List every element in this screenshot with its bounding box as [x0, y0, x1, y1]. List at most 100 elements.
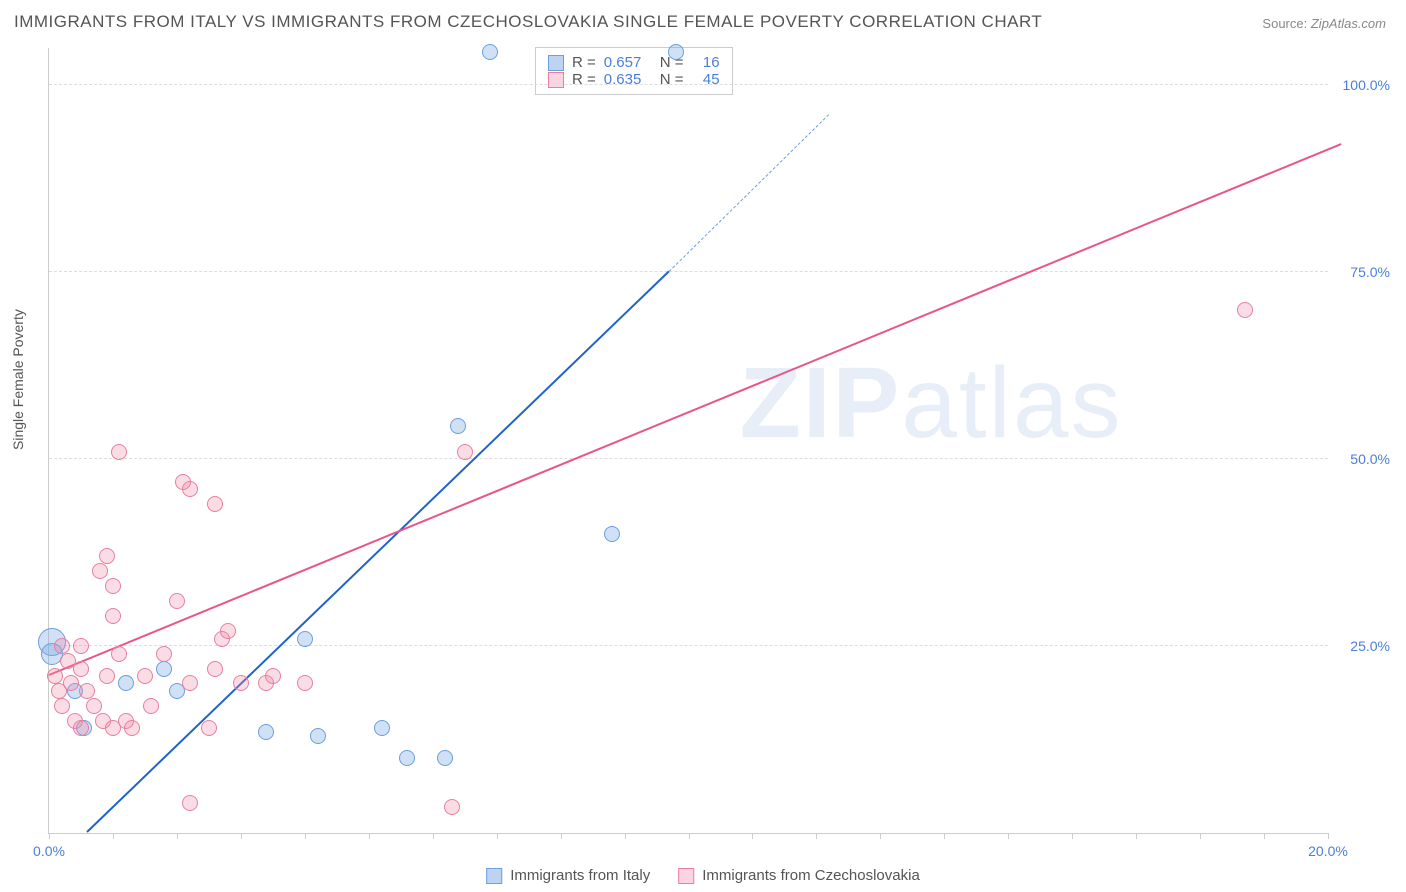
- data-point-czech: [111, 646, 127, 662]
- data-point-italy: [482, 44, 498, 60]
- x-tick: [113, 833, 114, 839]
- x-tick: [689, 833, 690, 839]
- y-tick-label: 100.0%: [1343, 77, 1390, 93]
- data-point-czech: [233, 675, 249, 691]
- stat-r-value: 0.635: [604, 71, 652, 88]
- watermark-atlas: atlas: [901, 347, 1122, 459]
- data-point-czech: [73, 638, 89, 654]
- data-point-czech: [47, 668, 63, 684]
- data-point-italy: [399, 750, 415, 766]
- legend-swatch-icon: [486, 868, 502, 884]
- data-point-czech: [137, 668, 153, 684]
- stat-r-label: R =: [572, 71, 596, 88]
- legend-swatch-icon: [678, 868, 694, 884]
- x-tick: [241, 833, 242, 839]
- data-point-italy: [450, 418, 466, 434]
- data-point-czech: [169, 593, 185, 609]
- data-point-czech: [54, 698, 70, 714]
- x-tick: [752, 833, 753, 839]
- x-tick: [433, 833, 434, 839]
- data-point-czech: [105, 608, 121, 624]
- legend-item-czech: Immigrants from Czechoslovakia: [678, 867, 920, 884]
- x-tick: [1008, 833, 1009, 839]
- stat-r-label: R =: [572, 54, 596, 71]
- legend-label: Immigrants from Italy: [510, 867, 650, 884]
- data-point-czech: [79, 683, 95, 699]
- data-point-czech: [201, 720, 217, 736]
- gridline: [49, 271, 1328, 272]
- chart-title: IMMIGRANTS FROM ITALY VS IMMIGRANTS FROM…: [14, 12, 1042, 32]
- y-tick-label: 75.0%: [1350, 264, 1390, 280]
- trend-line: [49, 143, 1342, 676]
- data-point-italy: [668, 44, 684, 60]
- data-point-czech: [1237, 302, 1253, 318]
- data-point-czech: [265, 668, 281, 684]
- data-point-italy: [156, 661, 172, 677]
- source-label: Source:: [1262, 16, 1307, 31]
- data-point-czech: [297, 675, 313, 691]
- x-tick: [369, 833, 370, 839]
- watermark: ZIPatlas: [740, 346, 1123, 461]
- x-tick-label: 0.0%: [33, 843, 65, 859]
- x-tick: [1264, 833, 1265, 839]
- plot-area: ZIPatlas R =0.657N =16R =0.635N =45 25.0…: [48, 48, 1328, 834]
- data-point-italy: [437, 750, 453, 766]
- legend-swatch-icon: [548, 55, 564, 71]
- data-point-czech: [207, 661, 223, 677]
- trend-line: [669, 114, 830, 272]
- data-point-czech: [63, 675, 79, 691]
- y-tick-label: 25.0%: [1350, 638, 1390, 654]
- data-point-czech: [156, 646, 172, 662]
- x-tick: [1136, 833, 1137, 839]
- trend-line: [87, 271, 670, 833]
- data-point-czech: [73, 720, 89, 736]
- data-point-italy: [297, 631, 313, 647]
- stat-n-label: N =: [660, 71, 684, 88]
- source-attribution: Source: ZipAtlas.com: [1262, 16, 1386, 31]
- stat-n-value: 16: [692, 54, 720, 71]
- gridline: [49, 458, 1328, 459]
- watermark-zip: ZIP: [740, 347, 902, 459]
- legend-item-italy: Immigrants from Italy: [486, 867, 650, 884]
- x-tick: [880, 833, 881, 839]
- x-tick: [305, 833, 306, 839]
- data-point-czech: [111, 444, 127, 460]
- x-tick: [177, 833, 178, 839]
- data-point-czech: [182, 481, 198, 497]
- data-point-czech: [207, 496, 223, 512]
- legend-label: Immigrants from Czechoslovakia: [702, 867, 920, 884]
- data-point-czech: [99, 668, 115, 684]
- data-point-italy: [310, 728, 326, 744]
- stats-row-czech: R = 0.635 N = 45: [548, 71, 720, 88]
- data-point-czech: [105, 578, 121, 594]
- x-tick: [625, 833, 626, 839]
- stat-r-value: 0.657: [604, 54, 652, 71]
- data-point-czech: [73, 661, 89, 677]
- legend: Immigrants from Italy Immigrants from Cze…: [486, 867, 920, 884]
- data-point-italy: [258, 724, 274, 740]
- gridline: [49, 84, 1328, 85]
- stat-n-value: 45: [692, 71, 720, 88]
- data-point-italy: [374, 720, 390, 736]
- correlation-stats-box: R = 0.657 N = 16R = 0.635 N = 45: [535, 47, 733, 95]
- data-point-czech: [457, 444, 473, 460]
- x-tick: [816, 833, 817, 839]
- data-point-italy: [118, 675, 134, 691]
- data-point-czech: [182, 675, 198, 691]
- x-tick: [1200, 833, 1201, 839]
- y-axis-label: Single Female Poverty: [10, 309, 26, 450]
- data-point-czech: [444, 799, 460, 815]
- x-tick: [497, 833, 498, 839]
- x-tick: [561, 833, 562, 839]
- gridline: [49, 645, 1328, 646]
- data-point-czech: [124, 720, 140, 736]
- stats-row-italy: R =0.657N =16: [548, 54, 720, 71]
- data-point-czech: [54, 638, 70, 654]
- data-point-italy: [604, 526, 620, 542]
- x-tick: [1328, 833, 1329, 839]
- x-tick: [49, 833, 50, 839]
- source-value: ZipAtlas.com: [1311, 16, 1386, 31]
- data-point-czech: [92, 563, 108, 579]
- data-point-czech: [99, 548, 115, 564]
- x-tick: [1072, 833, 1073, 839]
